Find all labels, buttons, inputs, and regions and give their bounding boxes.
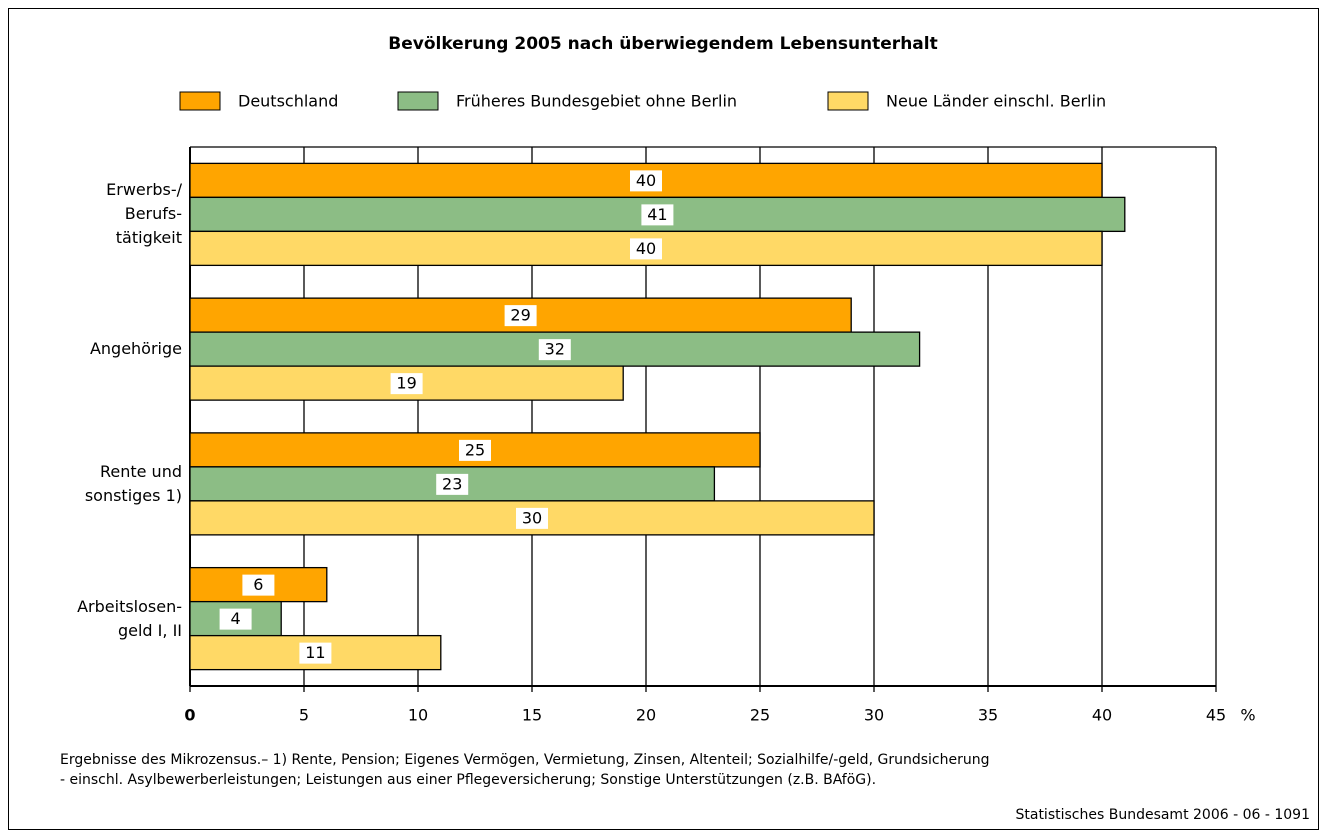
x-tick-label: 5 bbox=[299, 706, 309, 725]
note-line: Ergebnisse des Mikrozensus.– 1) Rente, P… bbox=[60, 752, 989, 768]
legend-label: Neue Länder einschl. Berlin bbox=[886, 92, 1106, 111]
frame bbox=[8, 8, 1319, 830]
value-label-box bbox=[242, 574, 275, 596]
value-label: 41 bbox=[647, 205, 667, 224]
legend-swatch bbox=[827, 91, 869, 111]
x-tick-label: 35 bbox=[978, 706, 998, 725]
legend-swatch bbox=[179, 91, 221, 111]
value-label: 4 bbox=[231, 609, 241, 628]
x-tick-label: 0 bbox=[184, 706, 195, 725]
legend-swatch bbox=[397, 91, 439, 111]
value-label: 32 bbox=[545, 340, 565, 359]
value-label: 6 bbox=[253, 575, 263, 594]
value-label: 11 bbox=[305, 643, 325, 662]
value-label-box bbox=[630, 170, 662, 192]
y-tick-label: Arbeitslosen- geld I, II bbox=[77, 596, 182, 640]
x-tick-label: 20 bbox=[636, 706, 656, 725]
value-label: 40 bbox=[636, 171, 656, 190]
value-label: 19 bbox=[396, 374, 416, 393]
value-label-box bbox=[538, 339, 571, 361]
value-label: 23 bbox=[442, 474, 462, 493]
x-unit: % bbox=[1240, 706, 1255, 725]
note-line: - einschl. Asylbewerberleistungen; Leist… bbox=[60, 772, 876, 788]
legend-label: Deutschland bbox=[238, 92, 338, 111]
value-label-box bbox=[459, 439, 491, 461]
legend-label: Früheres Bundesgebiet ohne Berlin bbox=[456, 92, 737, 111]
x-tick-label: 25 bbox=[750, 706, 770, 725]
value-label-box bbox=[516, 507, 548, 529]
y-tick-label: Erwerbs-/ Berufs- tätigkeit bbox=[106, 180, 182, 248]
x-tick-label: 10 bbox=[408, 706, 428, 725]
value-label-box bbox=[504, 305, 537, 327]
x-tick-label: 30 bbox=[864, 706, 884, 725]
value-label-box bbox=[436, 473, 469, 495]
chart-title: Bevölkerung 2005 nach überwiegendem Lebe… bbox=[388, 34, 937, 54]
value-label-box bbox=[219, 608, 252, 630]
x-tick-label: 15 bbox=[522, 706, 542, 725]
value-label-box bbox=[299, 642, 332, 664]
source: Statistisches Bundesamt 2006 - 06 - 1091 bbox=[1015, 807, 1310, 823]
x-tick-label: 40 bbox=[1092, 706, 1112, 725]
y-tick-label: Rente und sonstiges 1) bbox=[84, 461, 182, 505]
value-label: 40 bbox=[636, 239, 656, 258]
value-label: 30 bbox=[522, 508, 542, 527]
value-label-box bbox=[390, 373, 423, 395]
value-label: 29 bbox=[510, 306, 530, 325]
x-tick-label: 45 bbox=[1206, 706, 1226, 725]
y-tick-label: Angehörige bbox=[89, 339, 182, 359]
value-label-box bbox=[641, 204, 674, 226]
value-label-box bbox=[630, 238, 662, 260]
value-label: 25 bbox=[465, 440, 485, 459]
